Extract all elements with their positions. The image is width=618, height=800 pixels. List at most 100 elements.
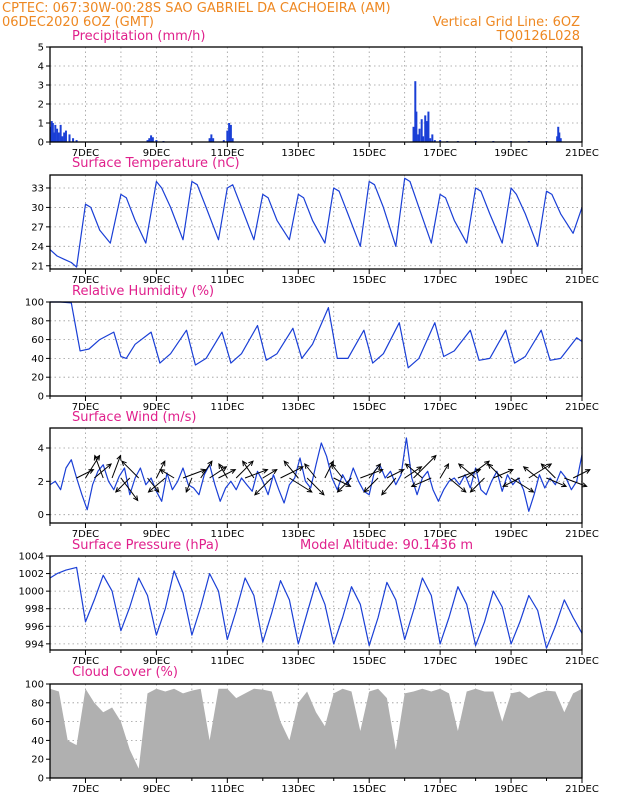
wind-vector-head xyxy=(116,454,122,461)
temp-ytick-label: 30 xyxy=(31,203,44,214)
precip-xtick-label: 17DEC xyxy=(423,148,457,159)
precip-bar xyxy=(414,81,417,142)
cloud-ytick-label: 40 xyxy=(31,736,44,747)
wind-vector-head xyxy=(93,454,99,461)
wind-vector-head xyxy=(262,468,269,474)
wind-vector-head xyxy=(242,460,248,467)
temp-xtick-label: 11DEC xyxy=(210,275,244,286)
wind-vector xyxy=(85,455,100,479)
pressure-xtick-label: 17DEC xyxy=(423,656,457,667)
wind-vector-head xyxy=(230,469,237,474)
wind-vector xyxy=(337,477,352,493)
temp-ytick-label: 21 xyxy=(31,261,44,272)
precip-bar xyxy=(150,135,153,142)
temp-xtick-label: 19DEC xyxy=(494,275,528,286)
rh-xtick-label: 21DEC xyxy=(565,402,599,413)
wind-vector xyxy=(209,466,227,479)
wind-ytick-label: 2 xyxy=(38,477,44,488)
wind-vector-head xyxy=(528,487,535,493)
temp-xtick-label: 9DEC xyxy=(143,275,170,286)
wind-vector-head xyxy=(185,486,191,494)
wind-vector xyxy=(94,463,112,479)
precip-bar xyxy=(427,111,430,142)
wind-vector-head xyxy=(297,466,304,472)
precip-bar xyxy=(64,130,67,142)
wind-vector xyxy=(528,463,552,479)
wind-vector-head xyxy=(540,463,547,469)
wind-vector xyxy=(546,477,567,487)
cloud-ytick-label: 80 xyxy=(31,698,44,709)
wind-ytick-label: 4 xyxy=(38,444,44,455)
precip-bar xyxy=(439,140,442,142)
pressure-xtick-label: 13DEC xyxy=(281,656,315,667)
wind-vector-head xyxy=(283,460,290,467)
rh-ytick-label: 80 xyxy=(31,316,44,327)
wind-vector-head xyxy=(410,482,417,488)
cloud-ytick-label: 100 xyxy=(25,680,44,691)
wind-xtick-label: 21DEC xyxy=(565,529,599,540)
rh-xtick-label: 9DEC xyxy=(143,402,170,413)
temp-ytick-label: 24 xyxy=(31,242,44,253)
wind-vector xyxy=(411,477,432,487)
wind-vector-head xyxy=(330,463,337,470)
precip-xtick-label: 13DEC xyxy=(281,148,315,159)
precip-xtick-label: 21DEC xyxy=(565,148,599,159)
wind-vector xyxy=(242,460,255,479)
wind-vector-head xyxy=(121,460,127,467)
precip-bar xyxy=(59,124,62,142)
precip-ytick-label: 0 xyxy=(38,138,44,149)
wind-vector xyxy=(120,477,139,501)
temp-xtick-label: 15DEC xyxy=(352,275,386,286)
pressure-title: Surface Pressure (hPa) xyxy=(72,538,219,553)
rh-xtick-label: 13DEC xyxy=(281,402,315,413)
wind-vector xyxy=(502,477,521,487)
wind-vector xyxy=(200,460,213,479)
pressure-xtick-label: 9DEC xyxy=(143,656,170,667)
precip-bar xyxy=(433,140,436,142)
wind-vector xyxy=(493,469,514,479)
wind-xtick-label: 19DEC xyxy=(494,529,528,540)
wind-vector-head xyxy=(304,463,310,470)
wind-vector xyxy=(368,463,381,479)
wind-vector-head xyxy=(546,463,553,469)
pressure-xtick-label: 21DEC xyxy=(565,656,599,667)
precip-bar xyxy=(146,140,149,142)
precip-bar xyxy=(155,140,158,142)
wind-vector xyxy=(185,477,193,493)
wind-vector-head xyxy=(377,468,384,474)
wind-vector xyxy=(304,463,317,479)
wind-vector xyxy=(218,463,228,479)
wind-vector-head xyxy=(487,463,494,469)
header-station: CPTEC: 067:30W-00:28S SAO GABRIEL DA CAC… xyxy=(2,1,391,16)
rh-xtick-label: 15DEC xyxy=(352,402,386,413)
pressure-ytick-label: 996 xyxy=(25,622,44,633)
precip-bar xyxy=(231,138,234,142)
wind-vector xyxy=(331,463,343,479)
precip-xtick-label: 15DEC xyxy=(352,148,386,159)
wind-ytick-label: 0 xyxy=(38,510,44,521)
wind-vector xyxy=(289,477,313,493)
cloud-xtick-label: 17DEC xyxy=(423,784,457,795)
wind-vector-head xyxy=(460,487,467,493)
precip-bar xyxy=(210,134,213,142)
precip-ytick-label: 5 xyxy=(38,43,44,54)
wind-vector xyxy=(458,463,476,479)
wind-vector xyxy=(381,477,397,496)
wind-vector xyxy=(487,463,503,479)
wind-vector-head xyxy=(106,463,112,469)
wind-vector xyxy=(405,463,423,479)
rh-ytick-label: 60 xyxy=(31,335,44,346)
pressure-ytick-label: 1002 xyxy=(19,569,44,580)
wind-vector-head xyxy=(133,495,139,502)
rh-xtick-label: 7DEC xyxy=(72,402,99,413)
temp-frame xyxy=(49,174,583,270)
precip-bar xyxy=(425,121,428,142)
precip-bar xyxy=(418,128,421,142)
precip-bar xyxy=(68,134,71,142)
wind-vector xyxy=(147,477,160,493)
rh-xtick-label: 17DEC xyxy=(423,402,457,413)
wind-vector-head xyxy=(381,489,387,496)
precip-bar xyxy=(56,128,59,142)
pressure-altitude-note: Model Altitude: 90.1436 m xyxy=(300,538,473,553)
precip-bar xyxy=(556,136,559,142)
